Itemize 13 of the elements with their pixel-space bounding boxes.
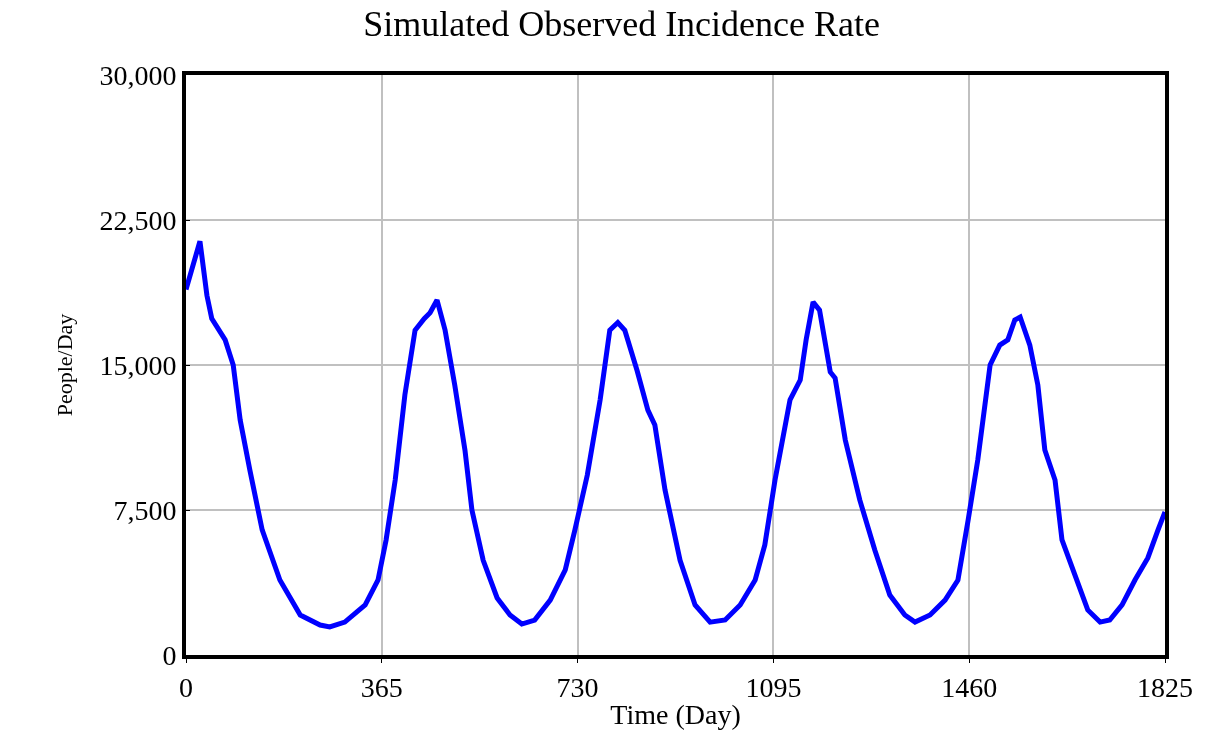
y-tick-label: 30,000 [99, 59, 177, 91]
x-tick-label: 730 [556, 671, 599, 703]
x-axis-title: Time (Day) [610, 699, 741, 731]
y-tick-label: 7,500 [113, 494, 177, 526]
x-tick-label: 1460 [941, 671, 998, 703]
chart-title: Simulated Observed Incidence Rate [363, 4, 881, 45]
x-tick-label: 365 [360, 671, 403, 703]
x-tick-label: 1095 [745, 671, 802, 703]
y-tick-label: 15,000 [99, 349, 177, 381]
y-tick-label: 22,500 [99, 204, 177, 236]
y-axis-title: People/Day [51, 313, 77, 417]
y-tick-label: 0 [162, 639, 177, 671]
x-tick-label: 1825 [1137, 671, 1193, 703]
